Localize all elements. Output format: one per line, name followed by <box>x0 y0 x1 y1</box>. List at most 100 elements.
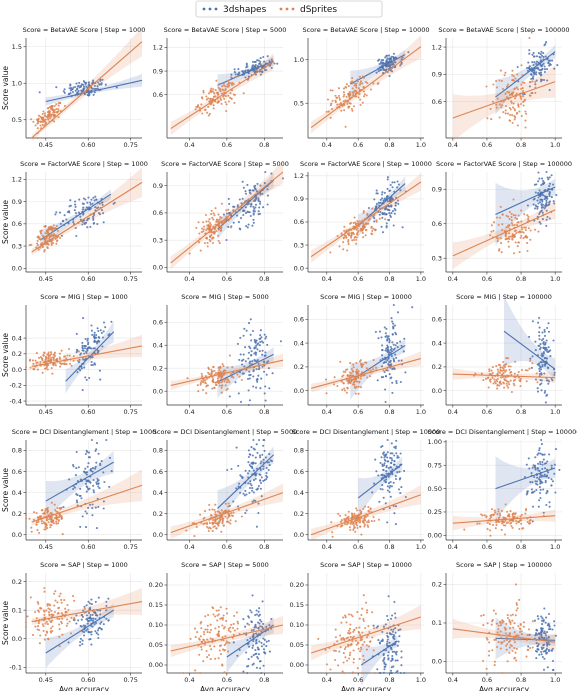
point-dsprites <box>47 357 51 360</box>
point-dsprites <box>511 69 514 72</box>
x-tick-label: 0.75 <box>123 275 137 283</box>
point-dsprites <box>30 530 33 533</box>
point-dsprites <box>211 216 214 219</box>
point-dsprites <box>227 515 230 519</box>
point-dsprites <box>50 240 53 243</box>
point-dsprites <box>495 365 498 368</box>
point-dsprites <box>364 626 367 630</box>
point-dsprites <box>231 514 234 517</box>
point-3dshapes <box>87 346 90 349</box>
point-dsprites <box>214 518 217 521</box>
point-dsprites <box>372 359 375 362</box>
point-3dshapes <box>385 642 389 645</box>
panel-title: Score = MIG | Step = 5000 <box>181 293 269 301</box>
point-dsprites <box>211 638 214 641</box>
point-dsprites <box>226 83 229 86</box>
point-3dshapes <box>536 390 540 393</box>
point-dsprites <box>346 386 349 389</box>
point-dsprites <box>42 121 45 124</box>
point-3dshapes <box>268 624 271 627</box>
point-3dshapes <box>548 185 551 188</box>
point-3dshapes <box>226 468 229 472</box>
point-dsprites <box>342 652 345 655</box>
point-dsprites <box>37 120 40 123</box>
y-tick-label: 0.4 <box>432 339 442 347</box>
point-3dshapes <box>547 346 550 349</box>
point-3dshapes <box>67 222 70 225</box>
point-dsprites <box>349 222 352 225</box>
point-3dshapes <box>97 636 100 640</box>
point-3dshapes <box>96 85 99 88</box>
point-3dshapes <box>381 354 384 357</box>
point-dsprites <box>337 664 340 667</box>
point-3dshapes <box>267 461 270 464</box>
point-3dshapes <box>250 611 253 614</box>
point-3dshapes <box>248 370 251 373</box>
point-dsprites <box>374 671 377 675</box>
panel-title: Score = SAP | Step = 5000 <box>181 561 269 569</box>
point-3dshapes <box>252 221 255 224</box>
point-dsprites <box>229 217 232 220</box>
point-dsprites <box>36 127 39 130</box>
point-dsprites <box>223 626 226 629</box>
point-dsprites <box>489 234 492 237</box>
point-dsprites <box>36 601 39 604</box>
point-3dshapes <box>250 620 253 623</box>
point-3dshapes <box>539 452 542 455</box>
point-3dshapes <box>257 484 260 488</box>
point-dsprites <box>355 380 358 383</box>
fit-line-dsprites <box>310 494 422 536</box>
point-3dshapes <box>110 320 113 323</box>
point-3dshapes <box>100 628 103 631</box>
point-dsprites <box>44 526 47 529</box>
point-3dshapes <box>556 64 559 67</box>
point-3dshapes <box>380 225 383 228</box>
y-tick-label: 0.2 <box>294 510 304 518</box>
point-dsprites <box>215 527 218 530</box>
y-tick-label: 0.6 <box>294 468 304 476</box>
point-dsprites <box>222 365 225 368</box>
point-3dshapes <box>394 627 397 630</box>
point-dsprites <box>514 77 517 80</box>
y-tick-label: 0.6 <box>153 468 163 476</box>
point-3dshapes <box>541 352 544 355</box>
point-3dshapes <box>382 59 385 62</box>
point-3dshapes <box>388 486 391 489</box>
point-3dshapes <box>385 222 388 225</box>
y-tick-label: 0.6 <box>153 91 163 99</box>
point-dsprites <box>215 513 218 516</box>
point-3dshapes <box>543 181 546 184</box>
point-dsprites <box>49 107 52 110</box>
point-3dshapes <box>67 641 70 644</box>
point-3dshapes <box>254 456 257 459</box>
point-dsprites <box>227 219 230 222</box>
point-3dshapes <box>242 353 245 356</box>
point-3dshapes <box>98 369 101 372</box>
panel-title: Score = DCI Disentanglement | Step = 100… <box>292 428 441 436</box>
point-3dshapes <box>541 177 544 180</box>
point-3dshapes <box>396 186 399 189</box>
point-dsprites <box>46 242 50 246</box>
point-dsprites <box>221 624 224 627</box>
point-dsprites <box>222 524 225 527</box>
point-dsprites <box>354 227 357 230</box>
point-dsprites <box>367 219 370 222</box>
point-3dshapes <box>380 365 384 368</box>
point-dsprites <box>516 224 519 227</box>
point-dsprites <box>46 510 49 513</box>
ci-band-dsprites <box>170 615 283 658</box>
point-dsprites <box>504 363 507 366</box>
point-3dshapes <box>517 80 520 83</box>
point-3dshapes <box>534 340 537 343</box>
point-dsprites <box>205 98 208 101</box>
point-dsprites <box>355 385 358 388</box>
point-dsprites <box>371 229 374 233</box>
fit-line-3dshapes <box>226 624 274 658</box>
point-dsprites <box>232 633 235 636</box>
point-3dshapes <box>257 648 260 651</box>
point-3dshapes <box>391 391 394 394</box>
point-3dshapes <box>63 91 66 94</box>
x-tick-label: 0.6 <box>222 408 232 416</box>
point-3dshapes <box>88 480 91 484</box>
point-dsprites <box>220 515 223 518</box>
